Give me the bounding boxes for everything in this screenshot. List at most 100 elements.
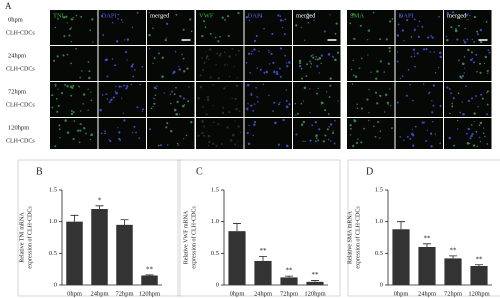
cell-dot xyxy=(467,48,470,52)
cell-dot xyxy=(248,124,250,127)
cell-dot xyxy=(221,16,224,19)
bar xyxy=(470,266,488,285)
cell-dot xyxy=(313,19,315,21)
cell-dot xyxy=(403,139,405,141)
cell-dot xyxy=(318,128,321,131)
cell-dot xyxy=(295,24,298,27)
micrograph xyxy=(98,82,146,117)
cell-dot xyxy=(90,99,93,102)
cell-dot xyxy=(75,47,77,50)
cell-dot xyxy=(236,77,238,79)
cell-dot xyxy=(228,111,231,114)
x-tick-label: 0hpm xyxy=(67,290,82,297)
cell-dot xyxy=(409,83,411,86)
cell-dot xyxy=(247,142,251,146)
cell-dot xyxy=(438,15,440,18)
cell-dot xyxy=(115,85,117,88)
cell-dot xyxy=(185,134,188,137)
cell-dot xyxy=(334,119,336,122)
cell-dot xyxy=(104,132,107,135)
micrograph xyxy=(147,10,195,45)
micrograph xyxy=(98,10,146,45)
cell-dot xyxy=(476,30,479,33)
cell-dot xyxy=(475,95,478,97)
y-axis-label: Relative TNI mRNA xyxy=(19,212,25,263)
cell-dot xyxy=(464,27,466,30)
cell-dot xyxy=(431,36,434,39)
cell-dot xyxy=(470,51,473,54)
cell-dot xyxy=(165,22,169,26)
row-label: 120hpm xyxy=(8,124,29,131)
cell-dot xyxy=(454,29,458,33)
panel-label: D xyxy=(366,166,373,177)
cell-dot xyxy=(481,97,484,100)
row-sublabel: CLH-CDCs xyxy=(6,66,35,72)
cell-dot xyxy=(312,54,314,56)
cell-dot xyxy=(328,126,330,128)
cell-dot xyxy=(68,34,71,37)
cell-dot xyxy=(463,40,467,44)
cell-dot xyxy=(125,87,128,90)
cell-dot xyxy=(273,70,275,72)
cell-dot xyxy=(354,119,357,122)
cell-dot xyxy=(283,33,286,36)
cell-dot xyxy=(399,14,402,17)
cell-dot xyxy=(315,92,318,95)
bar xyxy=(66,221,83,285)
cell-dot xyxy=(70,27,72,29)
cell-dot xyxy=(431,120,434,123)
cell-dot xyxy=(311,124,314,127)
cell-dot xyxy=(223,87,226,90)
cell-dot xyxy=(427,36,430,39)
cell-dot xyxy=(480,93,483,96)
cell-dot xyxy=(256,96,259,98)
cell-dot xyxy=(114,90,117,93)
cell-dot xyxy=(412,144,415,147)
cell-dot xyxy=(255,34,258,38)
cell-dot xyxy=(479,40,483,43)
micrograph xyxy=(147,118,195,149)
cell-dot xyxy=(473,15,477,19)
cell-dot xyxy=(251,50,253,53)
cell-dot xyxy=(253,120,257,124)
micrograph xyxy=(444,82,492,117)
cell-dot xyxy=(202,68,205,72)
error-bar xyxy=(397,221,405,230)
cell-dot xyxy=(58,124,61,127)
cell-dot xyxy=(152,27,154,29)
cell-dot xyxy=(309,112,311,114)
row-label: 72hpm xyxy=(8,88,26,95)
cell-dot xyxy=(226,14,230,18)
cell-dot xyxy=(460,76,463,79)
cell-dot xyxy=(141,110,144,112)
cell-dot xyxy=(349,134,352,136)
cell-dot xyxy=(253,123,256,126)
cell-dot xyxy=(300,123,304,126)
cell-dot xyxy=(377,120,380,124)
cell-dot xyxy=(51,94,54,97)
cell-dot xyxy=(282,20,284,22)
cell-dot xyxy=(152,62,154,64)
cell-dot xyxy=(433,51,436,53)
cell-dot xyxy=(320,54,324,57)
cell-dot xyxy=(473,120,475,123)
cell-dot xyxy=(249,72,251,74)
cell-dot xyxy=(471,57,474,60)
channel-label: merged xyxy=(447,12,467,19)
micrograph xyxy=(196,46,244,81)
cell-dot xyxy=(389,88,391,90)
cell-dot xyxy=(479,71,482,74)
cell-dot xyxy=(117,13,120,16)
cell-dot xyxy=(337,100,339,102)
cell-dot xyxy=(285,99,288,102)
cell-dot xyxy=(253,48,256,51)
cell-dot xyxy=(274,121,277,125)
cell-dot xyxy=(279,19,283,22)
cell-dot xyxy=(349,127,352,130)
cell-dot xyxy=(105,93,107,95)
cell-dot xyxy=(188,86,190,88)
cell-dot xyxy=(118,85,121,88)
cell-dot xyxy=(357,138,359,140)
y-axis-label: expression of CLH-CDCs xyxy=(354,206,361,269)
cell-dot xyxy=(136,11,139,14)
